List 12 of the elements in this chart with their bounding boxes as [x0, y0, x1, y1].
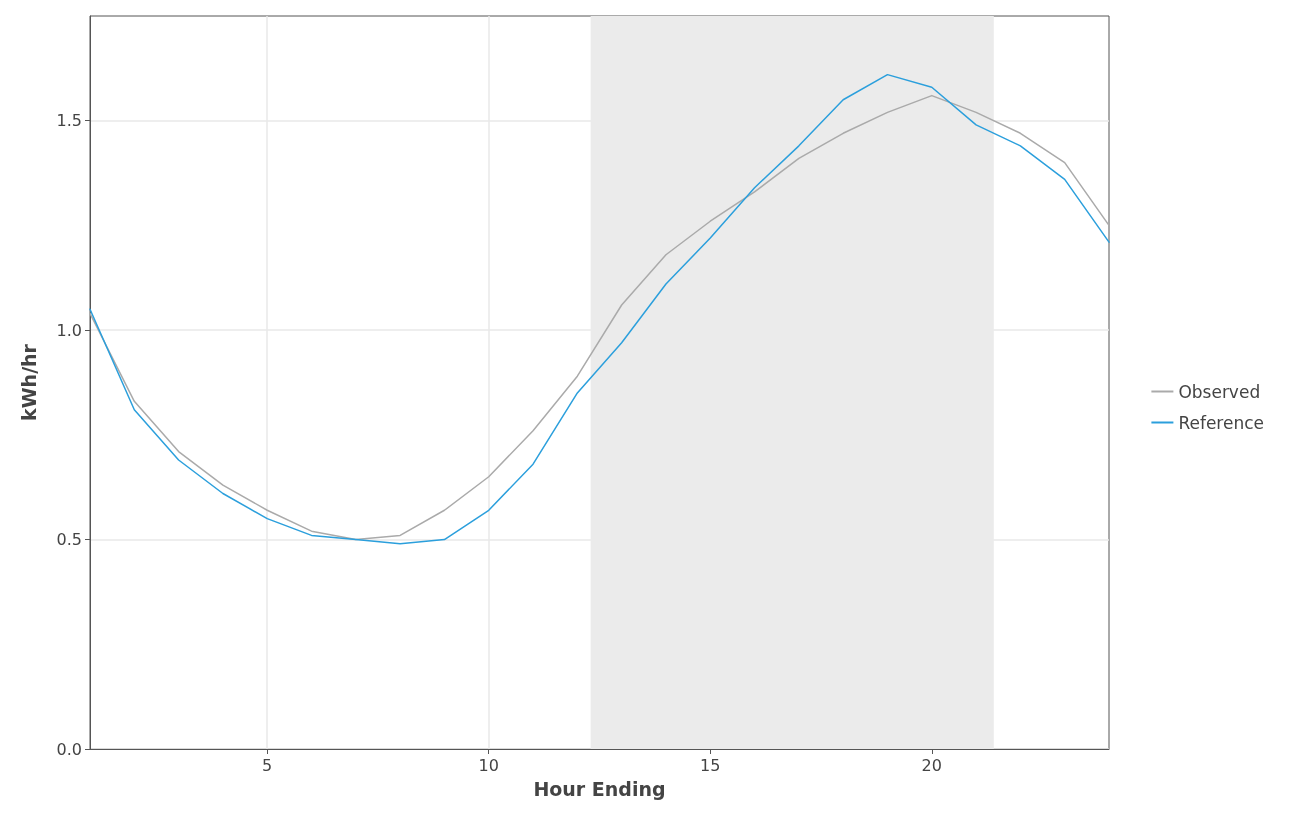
y-tick-label: 0.5: [56, 530, 82, 550]
x-tick-label: 15: [700, 755, 721, 775]
x-tick-label: 5: [262, 755, 273, 775]
x-tick-label: 10: [478, 755, 499, 775]
y-tick-label: 1.0: [56, 320, 82, 340]
y-tick-label: 1.5: [56, 111, 82, 131]
x-tick-label: 20: [921, 755, 942, 775]
y-tick-label: 0.0: [56, 739, 82, 759]
legend-label: Observed: [1178, 381, 1261, 402]
x-axis-title: Hour Ending: [533, 777, 666, 800]
y-axis-title: kWh/hr: [17, 343, 40, 421]
legend-label: Reference: [1178, 412, 1264, 433]
